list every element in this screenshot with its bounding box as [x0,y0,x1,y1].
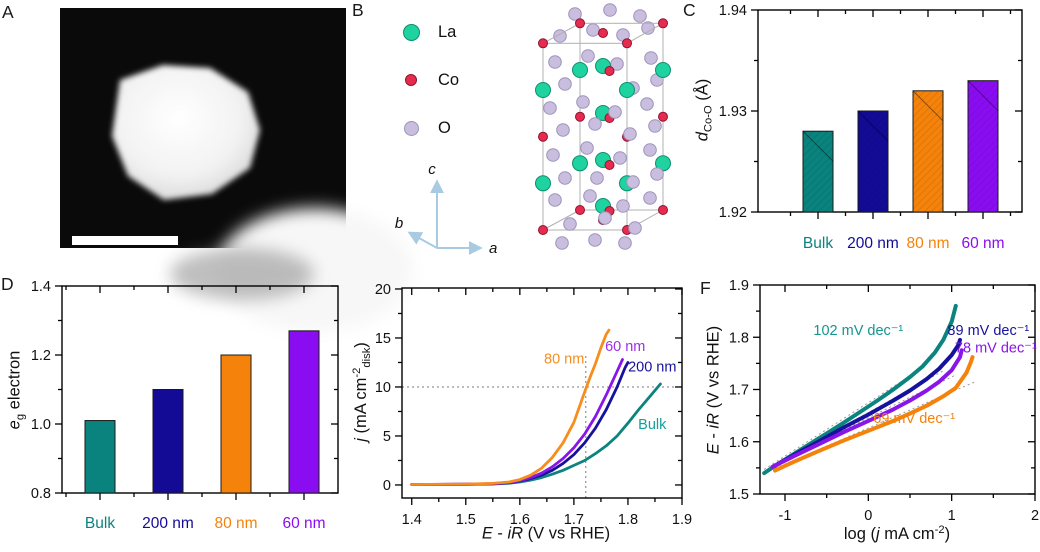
svg-text:1.93: 1.93 [719,104,747,120]
curve-200-nm [773,337,962,468]
svg-text:200 nm: 200 nm [847,235,899,252]
series-label: 69 mV dec⁻¹ [873,411,955,427]
legend-item-o: O [396,104,459,152]
svg-text:1.9: 1.9 [672,512,692,528]
curve-80-nm [410,328,611,486]
svg-text:60 nm: 60 nm [282,515,325,532]
legend-label: La [438,22,457,41]
svg-text:60 nm: 60 nm [961,235,1004,252]
svg-text:1.94: 1.94 [719,3,747,19]
svg-text:10: 10 [375,380,391,396]
svg-text:1: 1 [948,508,956,524]
svg-text:0.8: 0.8 [31,486,51,502]
curve-bulk [410,382,662,486]
legend-label: O [438,118,451,137]
log-current-x-axis-label: log (j mA cm-2) [843,524,951,543]
series-label: Bulk [638,417,667,433]
crystal-axes: c a b [395,161,498,257]
substrate-haze [170,248,314,300]
panel-d-label: D [1,274,14,294]
legend-item-la: La [396,8,459,56]
svg-text:80 nm: 80 nm [214,515,257,532]
bar-80-nm [220,354,252,494]
svg-text:a: a [489,240,497,257]
svg-text:b: b [395,215,403,232]
bar-200-nm [857,110,889,213]
current-density-y-axis-label: j (mA cm-2disk) [351,342,373,442]
bar-bulk [84,420,116,494]
bar-60-nm [967,80,999,213]
scale-bar [72,236,178,245]
curve-200-nm [410,361,630,486]
bar-80-nm [912,90,944,213]
legend-label: Co [438,70,460,89]
legend-item-co: Co [396,56,459,104]
nanoparticle [112,65,260,200]
eg-bar-chart: 0.8 1.0 1.2 1.4 Bulk 200 nm 80 nm 60 nm [31,279,339,532]
panel-f-label: F [700,278,711,298]
svg-text:1.7: 1.7 [564,512,584,528]
svg-text:1.8: 1.8 [729,330,749,346]
svg-text:20: 20 [375,282,391,298]
dcoo-y-axis-label: dCo-O (Å) [693,78,715,142]
svg-text:Bulk: Bulk [803,235,833,252]
svg-text:1.6: 1.6 [510,512,530,528]
eg-y-axis-label: eg electron [5,350,27,430]
svg-text:c: c [428,161,436,178]
svg-text:1.8: 1.8 [618,512,638,528]
panel-a-label: A [2,2,14,22]
panel-b-label: B [352,0,364,20]
svg-text:0: 0 [864,508,872,524]
series-label: 89 mV dec⁻¹ [947,323,1029,339]
svg-text:200 nm: 200 nm [142,515,194,532]
svg-text:Bulk: Bulk [85,515,115,532]
substrate-blob [217,208,413,332]
bar-bulk [802,130,834,213]
svg-text:1.4: 1.4 [402,512,422,528]
panel-c-label: C [683,0,696,20]
svg-text:15: 15 [375,331,391,347]
curve-60-nm [770,348,964,469]
svg-text:1.4: 1.4 [31,279,51,295]
crystal-structure [535,3,671,250]
series-label: 78 mV dec⁻¹ [955,341,1037,357]
svg-text:1.2: 1.2 [31,348,51,364]
svg-text:0: 0 [383,478,391,494]
svg-text:1.92: 1.92 [719,205,747,221]
svg-text:2: 2 [1031,508,1039,524]
atom-legend: La Co O [396,8,459,152]
series-label: 102 mV dec⁻¹ [813,323,903,339]
tafel-y-axis-label: E - iR (V vs RHE) [704,325,723,455]
co-atom-icon [405,74,417,86]
svg-text:1.5: 1.5 [456,512,476,528]
svg-text:1.7: 1.7 [729,383,749,399]
curve-80-nm [773,355,975,473]
polarization-line-chart: 0 5 10 15 20 1.4 1.5 1.6 1.7 1.8 1.9 80 nm 60 nm 200 … [375,282,692,528]
svg-text:1.5: 1.5 [729,487,749,503]
svg-text:-1: -1 [779,508,792,524]
bar-60-nm [288,330,320,494]
svg-text:1.9: 1.9 [729,278,749,294]
svg-text:1.6: 1.6 [729,435,749,451]
o-atom-icon [403,120,419,136]
svg-text:5: 5 [383,429,391,445]
series-label: 200 nm [628,359,676,375]
bar-200-nm [152,389,184,494]
series-label: 80 nm [544,352,584,368]
la-atom-icon [402,23,420,41]
micrograph-image [60,8,413,332]
dcoo-bar-chart: 1.92 1.93 1.94 Bulk 200 nm 80 nm 60 nm [719,3,1023,252]
tafel-line-chart: 1.5 1.6 1.7 1.8 1.9 -1 0 1 2 102 mV dec⁻¹ 89 mV de… [729,278,1039,524]
svg-text:1.0: 1.0 [31,417,51,433]
svg-text:80 nm: 80 nm [906,235,949,252]
series-label: 60 nm [605,339,645,355]
potential-x-axis-label: E - iR (V vs RHE) [481,524,611,543]
